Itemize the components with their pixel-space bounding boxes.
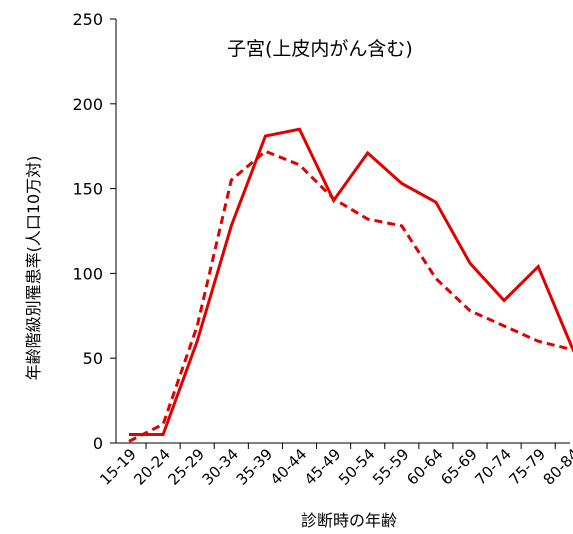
- x-tick-label: 25-29: [164, 445, 208, 489]
- y-tick-label: 0: [93, 434, 103, 453]
- y-axis-title: 年齢階級別罹患率(人口10万対): [24, 156, 43, 381]
- y-tick-label: 50: [83, 349, 103, 368]
- y-tick-label: 200: [72, 95, 103, 114]
- x-axis-title: 診断時の年齢: [301, 511, 397, 530]
- x-tick-label: 45-49: [301, 445, 345, 489]
- x-tick-label: 65-69: [437, 445, 481, 489]
- chart-title: 子宮(上皮内がん含む): [227, 38, 413, 60]
- x-tick-label: 55-59: [369, 445, 413, 489]
- series-line-solid: [129, 127, 573, 436]
- x-ticks: 15-1920-2425-2930-3435-3940-4445-4950-54…: [96, 443, 573, 489]
- y-tick-label: 250: [72, 10, 103, 29]
- y-tick-label: 150: [72, 180, 103, 199]
- x-tick-label: 35-39: [233, 445, 277, 489]
- x-tick-label: 40-44: [267, 445, 311, 489]
- x-tick-label: 70-74: [471, 445, 515, 489]
- x-tick-label: 50-54: [335, 445, 379, 489]
- y-ticks: 0 50 100 150 200 250: [72, 10, 116, 453]
- x-tick-label: 80-84: [540, 445, 573, 489]
- y-tick-label: 100: [72, 264, 103, 283]
- x-tick-label: 30-34: [199, 445, 243, 489]
- axes: [115, 19, 570, 444]
- x-tick-label: 60-64: [403, 445, 447, 489]
- x-tick-label: 75-79: [505, 445, 549, 489]
- series-line-dashed: [128, 149, 573, 443]
- series-group: [128, 127, 573, 443]
- x-tick-label: 20-24: [130, 445, 174, 489]
